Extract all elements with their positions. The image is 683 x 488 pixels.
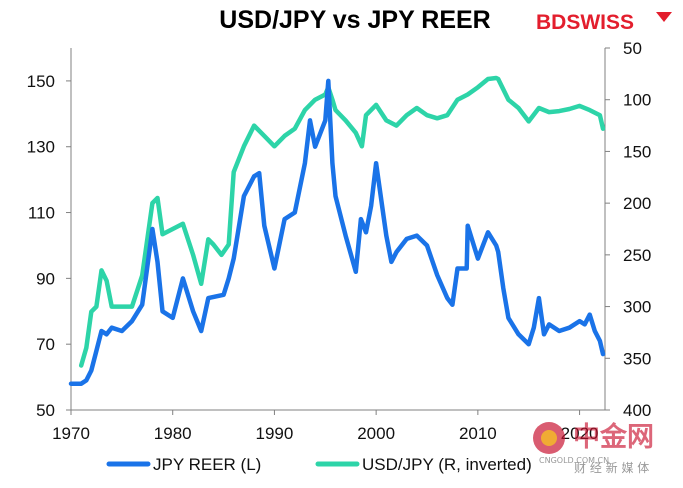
series-layer [68, 75, 606, 386]
left-tick-label: 50 [36, 401, 55, 420]
right-tick-label: 400 [623, 401, 651, 420]
left-tick-label: 90 [36, 269, 55, 288]
left-tick-label: 130 [27, 138, 55, 157]
right-tick-label: 250 [623, 246, 651, 265]
x-axis-ticks: 1970 1980 1990 2000 2010 2020 [52, 410, 598, 443]
left-tick-label: 110 [28, 204, 55, 223]
right-tick-label: 50 [623, 39, 642, 58]
x-tick-label: 1970 [52, 424, 90, 443]
cngold-watermark: 中金网 CNGOLD.COM.CN 财 经 新 媒 体 [533, 421, 654, 475]
left-tick-label: 150 [27, 72, 55, 91]
bdswiss-logo-text: BDSWISS [536, 11, 634, 34]
legend: JPY REER (L) USD/JPY (R, inverted) [106, 455, 532, 474]
right-tick-label: 100 [623, 91, 651, 110]
watermark-subtitle: 财 经 新 媒 体 [574, 460, 649, 475]
x-tick-label: 2020 [561, 424, 599, 443]
right-tick-label: 350 [623, 349, 651, 368]
series-line-jpy-reer [68, 78, 606, 386]
x-tick-label: 1980 [154, 424, 192, 443]
chart-title: USD/JPY vs JPY REER [219, 6, 490, 34]
watermark-name: 中金网 [573, 421, 654, 453]
left-axis-ticks: 50 70 90 110 130 150 [27, 72, 71, 420]
right-tick-label: 300 [623, 298, 651, 317]
x-tick-label: 2000 [357, 424, 395, 443]
right-tick-label: 150 [623, 142, 651, 161]
x-tick-label: 1990 [256, 424, 294, 443]
left-tick-label: 70 [36, 335, 55, 354]
logo-flag-icon [656, 12, 672, 22]
legend-label-reer: JPY REER (L) [153, 455, 261, 474]
x-tick-label: 2010 [459, 424, 497, 443]
legend-label-usdjpy: USD/JPY (R, inverted) [362, 455, 532, 474]
right-tick-label: 200 [623, 194, 651, 213]
bdswiss-logo: BDSWISS [536, 11, 672, 34]
watermark-url: CNGOLD.COM.CN [539, 456, 609, 465]
right-axis-ticks: 50 100 150 200 250 300 350 400 [605, 39, 651, 420]
